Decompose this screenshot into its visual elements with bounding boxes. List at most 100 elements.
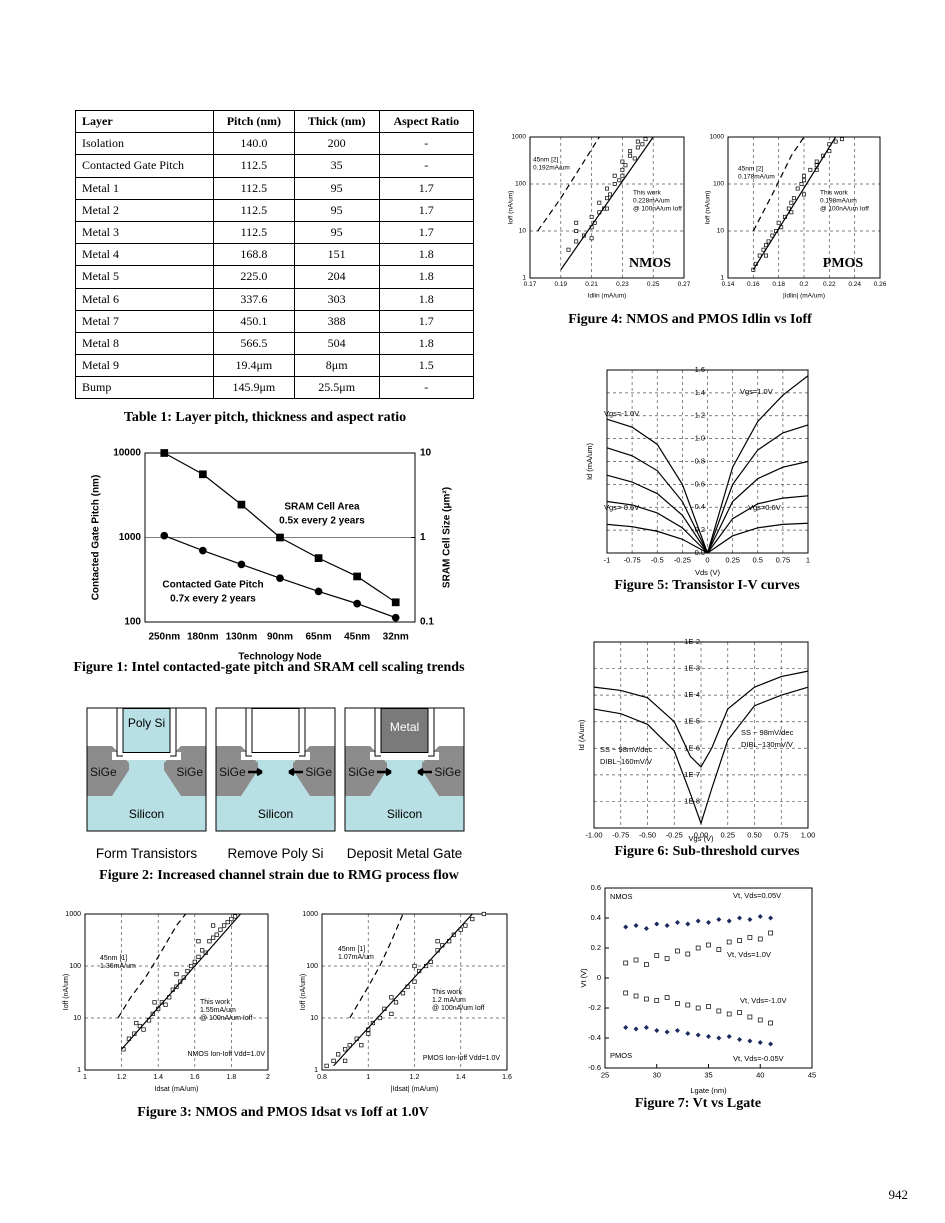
annotation: This work xyxy=(200,999,230,1006)
series-line xyxy=(560,136,654,271)
substrate-label: Silicon xyxy=(129,807,164,821)
annotation: Vgs=-0.6V xyxy=(604,503,639,512)
x-axis-label: Idlin (mA/um) xyxy=(588,293,627,300)
x-axis-label: Vgs (V) xyxy=(688,834,714,843)
marker xyxy=(726,1011,732,1017)
sige-label: SiGe xyxy=(305,765,332,779)
table-row: Metal 2 112.5 95 1.7 xyxy=(75,198,475,222)
table-cell: 1.7 xyxy=(378,220,475,245)
marker xyxy=(617,178,622,183)
x-tick-label: -0.75 xyxy=(624,555,641,564)
marker xyxy=(196,939,201,944)
y-tick-label: 100 xyxy=(713,181,724,188)
marker xyxy=(633,993,639,999)
marker xyxy=(814,159,819,164)
marker xyxy=(391,613,400,622)
marker xyxy=(218,927,223,932)
marker xyxy=(612,182,617,186)
series-line xyxy=(752,136,805,232)
figure-caption: Figure 2: Increased channel strain due t… xyxy=(99,868,460,883)
table-cell: 168.8 xyxy=(212,243,295,267)
x-tick-label: 0 xyxy=(705,555,709,564)
gate xyxy=(380,708,429,753)
annotation: This work xyxy=(432,989,462,996)
y-tick-label: 10 xyxy=(310,1015,318,1022)
y-tick-label: 1E-8 xyxy=(684,796,700,805)
gate-label: Poly Si xyxy=(127,716,166,730)
table-cell: 566.5 xyxy=(212,331,295,356)
marker xyxy=(574,220,579,225)
gate xyxy=(251,708,300,753)
marker xyxy=(757,914,763,919)
marker xyxy=(695,1005,701,1011)
y-tick-label: 0 xyxy=(597,973,601,982)
x-axis-label: Technology Node xyxy=(238,652,322,663)
marker xyxy=(685,921,691,927)
marker xyxy=(276,533,284,542)
marker xyxy=(623,960,629,966)
y-tick-label: 1E-3 xyxy=(684,664,700,673)
marker xyxy=(768,1020,773,1026)
marker xyxy=(200,948,205,953)
table-cell: - xyxy=(378,376,475,400)
strain-arrow xyxy=(248,767,263,777)
series-line xyxy=(706,375,809,554)
series-line xyxy=(606,500,708,554)
annotation: This work xyxy=(820,190,849,197)
marker xyxy=(314,587,323,596)
marker xyxy=(628,149,633,154)
marker xyxy=(827,149,832,154)
table-cell: 1.7 xyxy=(378,198,475,222)
plot-frame xyxy=(84,913,269,1071)
annotation: 0.192mA/um xyxy=(533,165,570,172)
y-tick-label: 1 xyxy=(720,275,724,282)
marker xyxy=(802,192,806,197)
series-line xyxy=(707,495,809,554)
y-axis-label: Ioff (nA/um) xyxy=(705,191,712,225)
x-tick-label: 180nm xyxy=(187,632,219,643)
x-tick-label: 0.21 xyxy=(585,281,598,288)
marker xyxy=(726,1034,732,1039)
y-tick-label: 1E-4 xyxy=(684,690,700,699)
annotation: Vgs=1.0V xyxy=(740,387,773,396)
strain-arrow xyxy=(417,767,432,777)
marker xyxy=(620,159,625,164)
marker xyxy=(389,1011,394,1016)
y-tick-label: -0.6 xyxy=(588,1063,601,1072)
marker xyxy=(706,1004,711,1009)
marker xyxy=(199,470,207,479)
table-row: Metal 7 450.1 388 1.7 xyxy=(75,309,475,333)
marker xyxy=(664,923,670,928)
marker xyxy=(757,1017,763,1023)
y-tick-label: 1000 xyxy=(710,134,725,141)
x-tick-label: 1 xyxy=(366,1074,370,1081)
marker xyxy=(229,916,234,922)
marker xyxy=(574,229,579,233)
y-axis-label: Ioff (nA/um) xyxy=(300,974,307,1010)
series-line xyxy=(593,686,809,826)
marker xyxy=(623,924,629,930)
marker xyxy=(152,1000,157,1005)
x-tick-label: 0.14 xyxy=(722,281,735,288)
x-tick-label: -0.75 xyxy=(612,830,629,839)
marker xyxy=(458,927,463,932)
y-tick-label: 0.0 xyxy=(695,548,705,557)
table-cell: - xyxy=(378,132,475,156)
marker xyxy=(776,220,781,225)
table-cell: 25.5μm xyxy=(293,376,380,400)
marker xyxy=(314,554,323,562)
annotation: PMOS Ion-Ioff Vdd=1.0V xyxy=(423,1055,500,1062)
x-axis-label: Vds (V) xyxy=(695,568,721,577)
marker xyxy=(654,953,660,958)
marker xyxy=(225,919,230,925)
y-tick-label: 1.4 xyxy=(695,388,705,397)
annotation: 1.55mA/um xyxy=(200,1007,236,1014)
x-tick-label: 1 xyxy=(83,1074,87,1081)
annotation: Contacted Gate Pitch xyxy=(162,580,263,591)
marker xyxy=(747,917,753,922)
x-tick-label: 90nm xyxy=(267,632,293,643)
plot-frame xyxy=(321,913,508,1071)
marker xyxy=(189,963,194,969)
gate-label: Metal xyxy=(389,720,420,734)
